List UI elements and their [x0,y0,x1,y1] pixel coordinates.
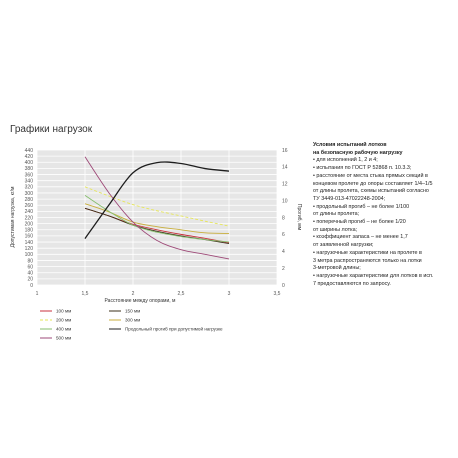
y2-axis-label: Прогиб, мм [296,204,302,231]
y-tick-label: 100 [25,252,34,258]
y2-tick-label: 12 [282,182,288,188]
note-item: • для исполнений 1, 2 и 4; [313,157,378,164]
x-tick-label: 2 [132,291,135,297]
legend-label: 500 мм [56,336,71,341]
y2-tick-label: 14 [282,165,288,171]
y-tick-label: 200 [25,221,34,227]
legend-label: 400 мм [56,327,71,332]
note-item: • нагрузочные характеристики для лотков … [313,272,434,287]
y2-tick-label: 4 [282,249,285,255]
x-tick-label: 1 [36,291,39,297]
series-line [84,156,230,260]
y2-tick-label: 6 [282,232,285,238]
note-item: • продольный прогиб – не более 1/100 от … [313,203,410,218]
series-line [84,186,230,227]
y-tick-label: 160 [25,234,34,240]
x-tick-label: 3,5 [274,291,281,297]
series-line [84,195,230,243]
grid [36,149,278,286]
note-item: • поперечный прогиб – не более 1/20 от ш… [313,219,406,233]
y-tick-label: 40 [27,271,33,277]
y-tick-label: 260 [25,203,34,209]
y2-axis-ticks: 0 2 4 6 8 10 12 14 16 [282,148,288,289]
x-tick-label: 3 [228,291,231,297]
y2-tick-label: 16 [282,148,288,154]
y-tick-label: 80 [27,258,33,264]
legend-label: 150 мм [125,309,140,314]
note-item: • расстояние от места стыка прямых секци… [313,172,433,202]
y-tick-label: 120 [25,246,34,252]
y-tick-label: 280 [25,197,34,203]
y-tick-label: 360 [25,172,34,178]
y-tick-label: 20 [27,277,33,283]
y2-tick-label: 2 [282,266,285,272]
test-conditions: Условия испытаний лотков на безопасную р… [313,142,453,288]
note-item: • коэффициент запаса – не менее 1,7 от з… [313,234,408,249]
series-lines [84,156,230,260]
legend: 100 мм 200 мм 400 мм 500 мм 150 мм 300 мм Прод… [40,309,223,341]
series-line [84,161,230,239]
y-tick-label: 220 [25,215,34,221]
y-axis-label: Допустимая нагрузка, кг/м [10,186,16,247]
x-tick-label: 1,5 [82,291,89,297]
legend-label: 100 мм [56,309,71,314]
note-item: • испытания по ГОСТ Р 52868 п. 10.3.3; [313,165,412,172]
y-tick-label: 320 [25,185,34,191]
x-axis-ticks: 1 1,5 2 2,5 3 3,5 [36,291,281,297]
page-title: Графики нагрузок [10,124,93,135]
legend-label: Продольный прогиб при допустимой нагрузк… [125,326,223,332]
legend-label: 200 мм [56,318,71,323]
y-tick-label: 300 [25,191,34,197]
legend-label: 300 мм [125,318,140,323]
y-axis-ticks: 0204060801001201401601802002202402602803… [25,148,34,289]
y-tick-label: 440 [25,148,34,154]
notes-heading: Условия испытаний лотков на безопасную р… [313,142,403,156]
y-tick-label: 60 [27,264,33,270]
y-tick-label: 340 [25,178,34,184]
series-line [84,203,230,234]
y-tick-label: 420 [25,154,34,160]
y-tick-label: 400 [25,160,34,166]
y-tick-label: 140 [25,240,34,246]
x-axis-label: Расстояние между опорами, м [105,298,177,304]
y-tick-label: 240 [25,209,34,215]
x-tick-label: 2,5 [178,291,185,297]
y-tick-label: 380 [25,166,34,172]
y2-tick-label: 8 [282,215,285,221]
note-item: • нагрузочные характеристики на пролете … [313,249,422,272]
y2-tick-label: 0 [282,283,285,289]
y-tick-label: 0 [30,283,33,289]
y2-tick-label: 10 [282,198,288,204]
y-tick-label: 180 [25,228,34,234]
